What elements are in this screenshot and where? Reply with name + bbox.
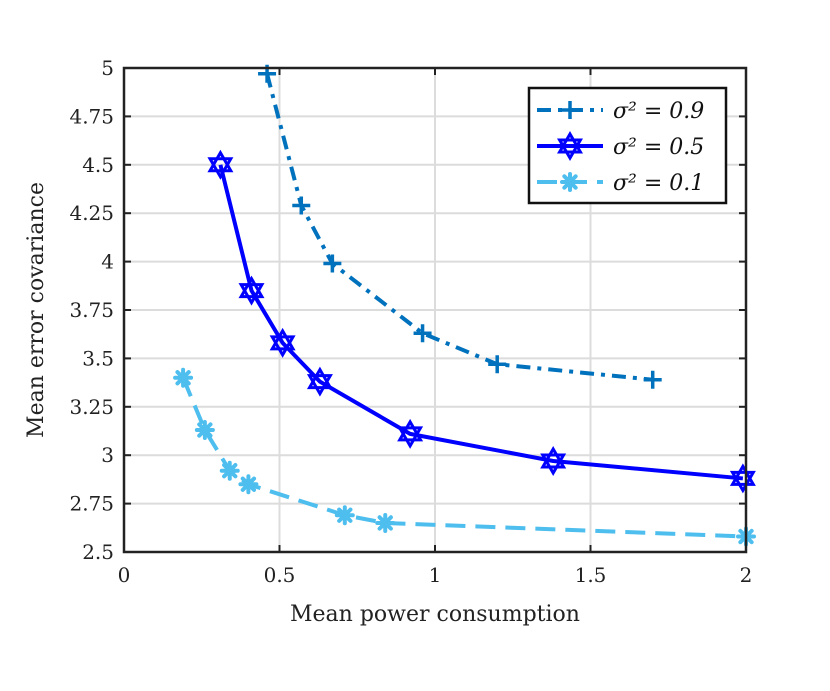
series-2	[207, 149, 756, 494]
x-tick-label: 0	[118, 563, 131, 587]
data-point	[292, 196, 311, 215]
y-tick-label: 4	[101, 250, 114, 274]
legend-label: σ² = 0.1	[613, 171, 704, 196]
data-point	[729, 463, 756, 494]
series-layer	[173, 64, 756, 547]
data-point	[238, 474, 259, 495]
series-line	[218, 164, 744, 481]
data-point	[334, 505, 355, 526]
legend-entry: σ² = 0.1	[537, 171, 704, 196]
data-point	[488, 355, 507, 374]
y-tick-label: 3	[101, 443, 114, 467]
data-point	[413, 324, 432, 343]
legend-label: σ² = 0.5	[613, 135, 704, 160]
y-tick-label: 5	[101, 56, 114, 80]
data-point	[269, 327, 296, 358]
y-tick-label: 4.25	[69, 201, 114, 225]
data-point	[397, 418, 424, 449]
data-point	[238, 275, 265, 306]
y-tick-label: 2.5	[82, 540, 114, 564]
x-tick-label: 0.5	[264, 563, 296, 587]
legend-label: σ² = 0.9	[613, 99, 704, 124]
legend-marker	[561, 101, 579, 119]
data-point	[306, 366, 333, 397]
data-point	[643, 370, 662, 389]
series-1	[258, 64, 662, 389]
y-tick-label: 3.25	[69, 395, 114, 419]
x-axis-label: Mean power consumption	[290, 602, 580, 627]
legend-marker	[557, 130, 583, 162]
legend-entry: σ² = 0.9	[537, 99, 704, 124]
series-line	[265, 73, 653, 382]
data-point	[173, 367, 194, 388]
legend-marker	[560, 172, 580, 192]
legend-entry: σ² = 0.5	[537, 130, 704, 162]
y-tick-label: 4.5	[82, 153, 114, 177]
legend: σ² = 0.9 σ² = 0.5 σ² = 0.1	[527, 86, 728, 205]
data-point	[219, 460, 240, 481]
y-tick-label: 3.75	[69, 298, 114, 322]
x-tick-label: 1	[429, 563, 442, 587]
x-tick-label: 2	[740, 563, 753, 587]
data-point	[207, 149, 234, 180]
data-point	[375, 512, 396, 533]
x-tick-label: 1.5	[575, 563, 607, 587]
y-tick-label: 2.75	[69, 492, 114, 516]
y-tick-label: 3.5	[82, 346, 114, 370]
y-tick-label: 4.75	[69, 104, 114, 128]
ticks: 0 0.5 1 1.5 2 2.5 2.75 3 3.25 3.5 3.75 4 4.25 4.5 4.75…	[69, 56, 752, 587]
data-point	[194, 420, 215, 441]
data-point	[323, 254, 342, 273]
y-axis-label: Mean error covariance	[24, 182, 49, 438]
data-point	[540, 446, 567, 477]
